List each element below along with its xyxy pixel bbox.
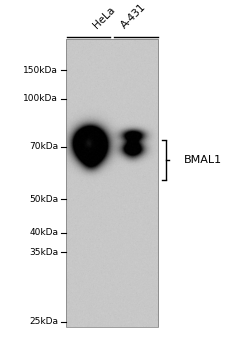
Text: A-431: A-431: [120, 2, 148, 31]
Text: 25kDa: 25kDa: [29, 317, 58, 327]
Text: 100kDa: 100kDa: [23, 94, 58, 103]
Text: 70kDa: 70kDa: [29, 142, 58, 151]
Text: 35kDa: 35kDa: [29, 248, 58, 257]
Text: BMAL1: BMAL1: [184, 155, 222, 165]
Text: HeLa: HeLa: [91, 5, 117, 31]
Text: 40kDa: 40kDa: [29, 228, 58, 237]
Text: 50kDa: 50kDa: [29, 195, 58, 204]
Text: 150kDa: 150kDa: [23, 66, 58, 75]
